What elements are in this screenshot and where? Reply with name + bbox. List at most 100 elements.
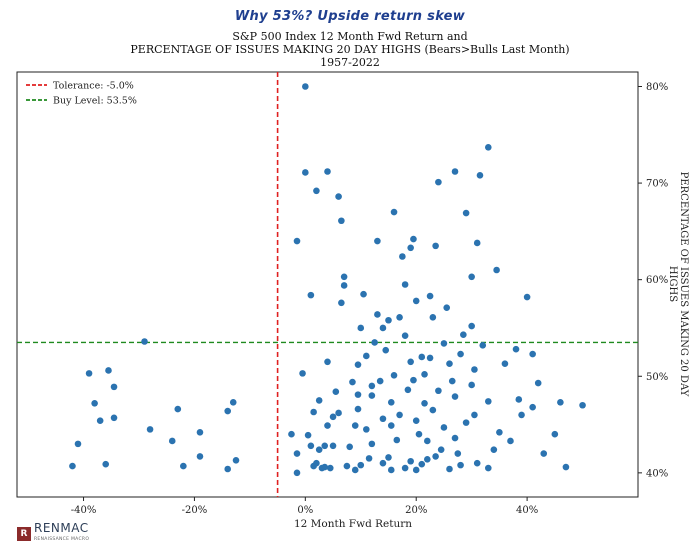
data-point	[168, 437, 176, 445]
data-point	[387, 422, 395, 429]
data-point	[468, 381, 475, 389]
data-point	[471, 366, 478, 373]
data-point	[102, 460, 110, 468]
data-point	[529, 350, 536, 358]
data-point	[307, 291, 315, 299]
data-point	[229, 399, 237, 406]
data-point	[484, 398, 492, 405]
x-tick-label: -20%	[182, 505, 208, 516]
data-point	[451, 168, 459, 175]
data-point	[293, 469, 301, 477]
data-point	[74, 440, 82, 448]
data-point	[496, 428, 503, 436]
y-axis-label: PERCENTAGE OF ISSUES MAKING 20 DAY HIGHS	[667, 171, 689, 397]
data-point	[396, 314, 403, 321]
data-point	[385, 454, 392, 461]
data-point	[387, 399, 395, 406]
x-tick-label: 20%	[405, 505, 427, 516]
data-point	[424, 456, 431, 463]
y-tick-label: 80%	[646, 82, 668, 93]
data-point	[354, 391, 362, 398]
data-point	[363, 426, 370, 433]
data-point	[368, 392, 376, 399]
data-point	[484, 464, 492, 472]
data-point	[69, 462, 76, 470]
data-point	[387, 466, 395, 474]
data-point	[363, 352, 370, 360]
data-point	[410, 235, 417, 243]
data-point	[421, 371, 428, 378]
data-point	[374, 311, 381, 318]
data-point	[412, 417, 420, 424]
data-point	[451, 393, 459, 400]
data-point	[351, 422, 359, 429]
data-point	[426, 354, 434, 362]
data-point	[451, 434, 459, 442]
page-heading: Why 53%? Upside return skew	[234, 9, 466, 24]
chart-title-line-3: 1957-2022	[320, 56, 380, 69]
data-point	[424, 437, 431, 445]
data-point	[468, 322, 475, 330]
data-point	[518, 411, 525, 419]
data-point	[324, 168, 331, 175]
data-point	[435, 178, 442, 186]
data-point	[324, 422, 331, 429]
data-point	[379, 459, 387, 467]
data-point	[335, 193, 342, 200]
data-point	[399, 253, 406, 260]
data-point	[401, 332, 409, 339]
data-point	[368, 440, 376, 448]
x-tick-label: 40%	[516, 505, 538, 516]
logo-subtext: RENAISSANCE MACRO	[34, 537, 90, 542]
data-point	[534, 379, 542, 387]
data-point	[473, 459, 481, 467]
data-point	[390, 208, 398, 216]
data-point	[174, 405, 182, 413]
data-point	[315, 397, 323, 404]
x-tick-label: -40%	[71, 505, 97, 516]
data-point	[338, 217, 345, 225]
data-point	[396, 411, 403, 419]
data-point	[371, 339, 378, 346]
data-point	[435, 387, 442, 395]
data-point	[448, 377, 456, 385]
y-tick-label: 70%	[646, 179, 668, 190]
data-point	[365, 455, 373, 462]
chart-title-line-2: PERCENTAGE OF ISSUES MAKING 20 DAY HIGHS…	[130, 43, 570, 56]
data-point	[313, 459, 320, 467]
data-point	[440, 424, 448, 431]
data-point	[196, 453, 204, 460]
data-point	[288, 430, 295, 438]
x-axis-label: 12 Month Fwd Return	[293, 518, 413, 530]
data-point	[110, 414, 118, 422]
data-point	[343, 462, 351, 470]
data-point	[557, 399, 564, 406]
data-point	[412, 466, 420, 474]
data-point	[407, 244, 414, 252]
data-point	[382, 346, 390, 354]
data-point	[529, 403, 536, 411]
data-point	[493, 266, 500, 274]
data-point	[418, 353, 426, 361]
data-point	[407, 358, 414, 366]
data-point	[146, 426, 154, 433]
data-point	[507, 437, 514, 445]
data-point	[91, 400, 98, 407]
data-point	[232, 456, 240, 464]
data-point	[321, 442, 329, 450]
data-point	[501, 360, 509, 368]
data-point	[379, 415, 387, 423]
data-point	[401, 281, 409, 288]
data-point	[349, 378, 356, 386]
data-point	[376, 377, 384, 385]
data-point	[385, 316, 392, 324]
data-point	[460, 331, 467, 339]
data-point	[368, 382, 376, 390]
data-point	[468, 273, 475, 281]
data-point	[340, 282, 348, 289]
logo-mark-icon: R	[17, 527, 31, 541]
data-point	[390, 371, 398, 379]
data-point	[310, 408, 317, 416]
data-point	[473, 239, 481, 247]
data-point	[299, 370, 306, 377]
